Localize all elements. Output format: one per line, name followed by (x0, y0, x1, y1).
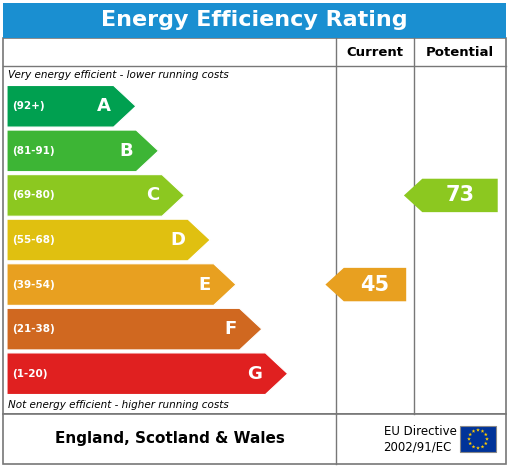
Text: EU Directive
2002/91/EC: EU Directive 2002/91/EC (384, 425, 457, 453)
Text: (92+): (92+) (12, 101, 45, 111)
Text: G: G (247, 365, 263, 383)
Polygon shape (480, 445, 485, 448)
Text: 45: 45 (360, 275, 389, 295)
Text: (39-54): (39-54) (12, 280, 55, 290)
Text: Not energy efficient - higher running costs: Not energy efficient - higher running co… (8, 400, 229, 410)
Text: England, Scotland & Wales: England, Scotland & Wales (54, 432, 285, 446)
Polygon shape (7, 308, 262, 350)
Text: Very energy efficient - lower running costs: Very energy efficient - lower running co… (8, 70, 229, 80)
Polygon shape (480, 429, 485, 433)
Polygon shape (7, 353, 288, 395)
Bar (460, 426, 496, 452)
Polygon shape (468, 441, 472, 445)
Polygon shape (476, 428, 480, 432)
Polygon shape (468, 432, 472, 436)
Polygon shape (484, 432, 488, 436)
Text: (69-80): (69-80) (12, 191, 54, 200)
Text: D: D (170, 231, 185, 249)
Text: (55-68): (55-68) (12, 235, 55, 245)
Polygon shape (467, 437, 471, 441)
Text: Current: Current (347, 45, 404, 58)
Text: E: E (199, 276, 211, 294)
Polygon shape (472, 429, 475, 433)
Polygon shape (484, 441, 488, 445)
Polygon shape (7, 130, 158, 172)
Text: C: C (146, 186, 159, 205)
Polygon shape (7, 264, 236, 305)
Polygon shape (325, 268, 406, 301)
Text: (81-91): (81-91) (12, 146, 54, 156)
Bar (3, 414, 506, 464)
Bar (3, 38, 506, 414)
Text: (1-20): (1-20) (12, 369, 47, 379)
Text: B: B (120, 142, 133, 160)
Polygon shape (7, 219, 210, 261)
Text: F: F (224, 320, 237, 338)
Polygon shape (7, 85, 136, 127)
Text: 73: 73 (445, 185, 474, 205)
Polygon shape (404, 179, 498, 212)
Text: Potential: Potential (426, 45, 494, 58)
Polygon shape (472, 445, 475, 448)
Polygon shape (485, 437, 489, 441)
Text: A: A (97, 97, 110, 115)
Bar (3, 3, 506, 38)
Text: (21-38): (21-38) (12, 324, 55, 334)
Polygon shape (7, 175, 184, 216)
Polygon shape (476, 446, 480, 450)
Text: Energy Efficiency Rating: Energy Efficiency Rating (101, 10, 408, 30)
